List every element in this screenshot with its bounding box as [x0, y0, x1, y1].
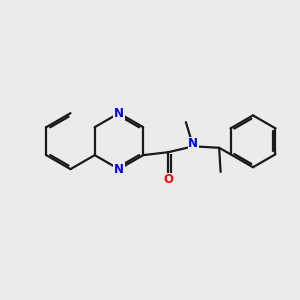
Text: N: N [114, 107, 124, 120]
Text: N: N [114, 163, 124, 176]
Text: O: O [163, 173, 173, 186]
Text: N: N [188, 137, 198, 151]
